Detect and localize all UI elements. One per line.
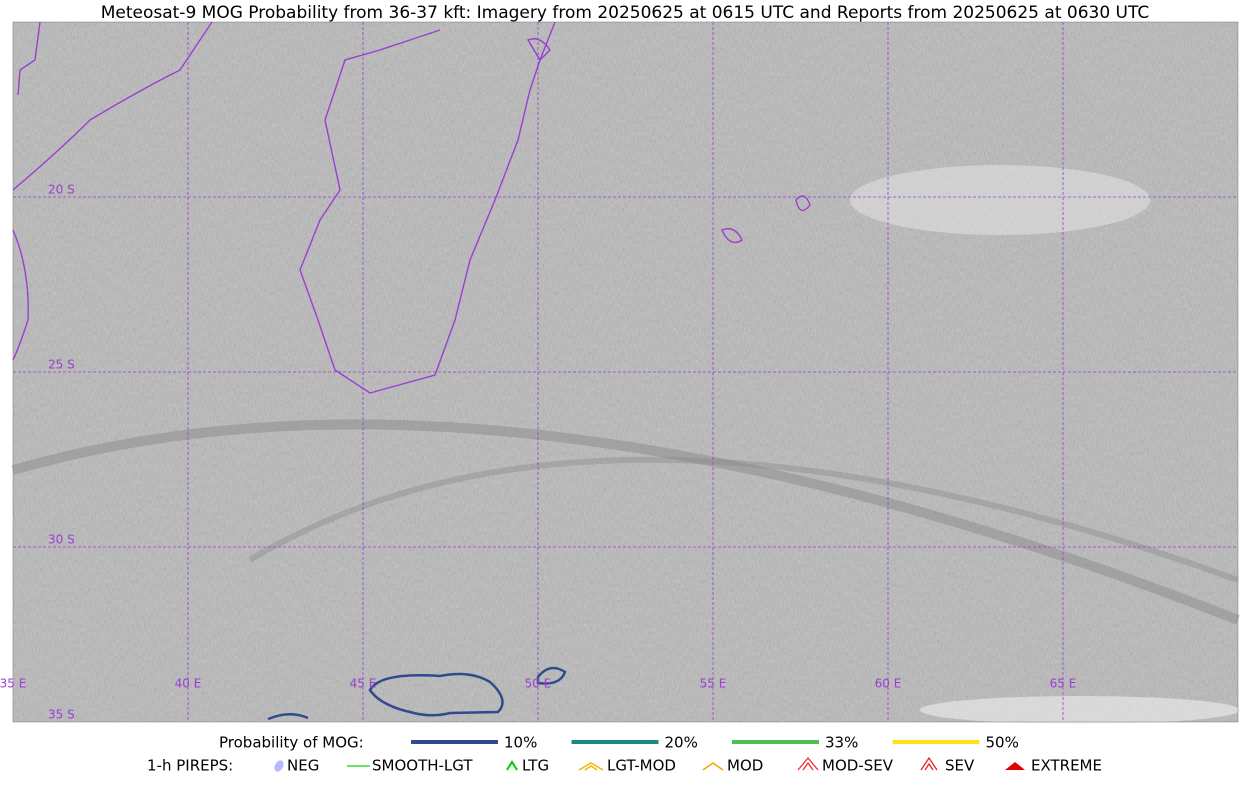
- legend-item: 20%: [665, 734, 698, 752]
- map-frame: [12, 21, 1239, 723]
- lon-label: 45 E: [350, 677, 377, 691]
- legend-item: SMOOTH-LGT: [372, 757, 473, 775]
- legend-label: 1-h PIREPS:: [147, 757, 233, 775]
- legend-item: LGT-MOD: [607, 757, 676, 775]
- legend-item: MOD-SEV: [822, 757, 894, 775]
- legend-item: MOD: [727, 757, 763, 775]
- lat-label: 20 S: [48, 183, 75, 197]
- lat-label: 25 S: [48, 358, 75, 372]
- lat-label: 30 S: [48, 533, 75, 547]
- lon-label: 50 E: [525, 677, 552, 691]
- lon-label: 35 E: [0, 677, 26, 691]
- satellite-image: [11, 22, 1240, 724]
- pirep-icon: [1005, 762, 1025, 770]
- legend: Probability of MOG: 10% 20% 33% 50% 1-h PIREP…: [147, 734, 1102, 775]
- pirep-icon: [797, 756, 819, 771]
- pirep-icon: [506, 760, 518, 771]
- lon-label: 40 E: [175, 677, 202, 691]
- coastlines: [12, 21, 811, 394]
- lon-label: 65 E: [1050, 677, 1077, 691]
- lat-label: 35 S: [48, 708, 75, 722]
- legend-item: NEG: [287, 757, 319, 775]
- title: Meteosat-9 MOG Probability from 36-37 kf…: [101, 3, 1150, 23]
- graticule: [13, 22, 1238, 722]
- lon-label: 55 E: [700, 677, 727, 691]
- legend-item: EXTREME: [1031, 757, 1102, 775]
- pirep-icon: [578, 762, 604, 771]
- legend-item: SEV: [945, 757, 975, 775]
- pirep-icon: [274, 760, 284, 772]
- legend-item: LTG: [522, 757, 549, 775]
- legend-item: 33%: [825, 734, 858, 752]
- mog-contours: [267, 666, 567, 721]
- pirep-icon: [702, 762, 724, 771]
- legend-item: 50%: [986, 734, 1019, 752]
- pirep-icon: [920, 756, 938, 771]
- lon-label: 60 E: [875, 677, 902, 691]
- legend-label: Probability of MOG:: [219, 734, 364, 752]
- legend-item: 10%: [504, 734, 537, 752]
